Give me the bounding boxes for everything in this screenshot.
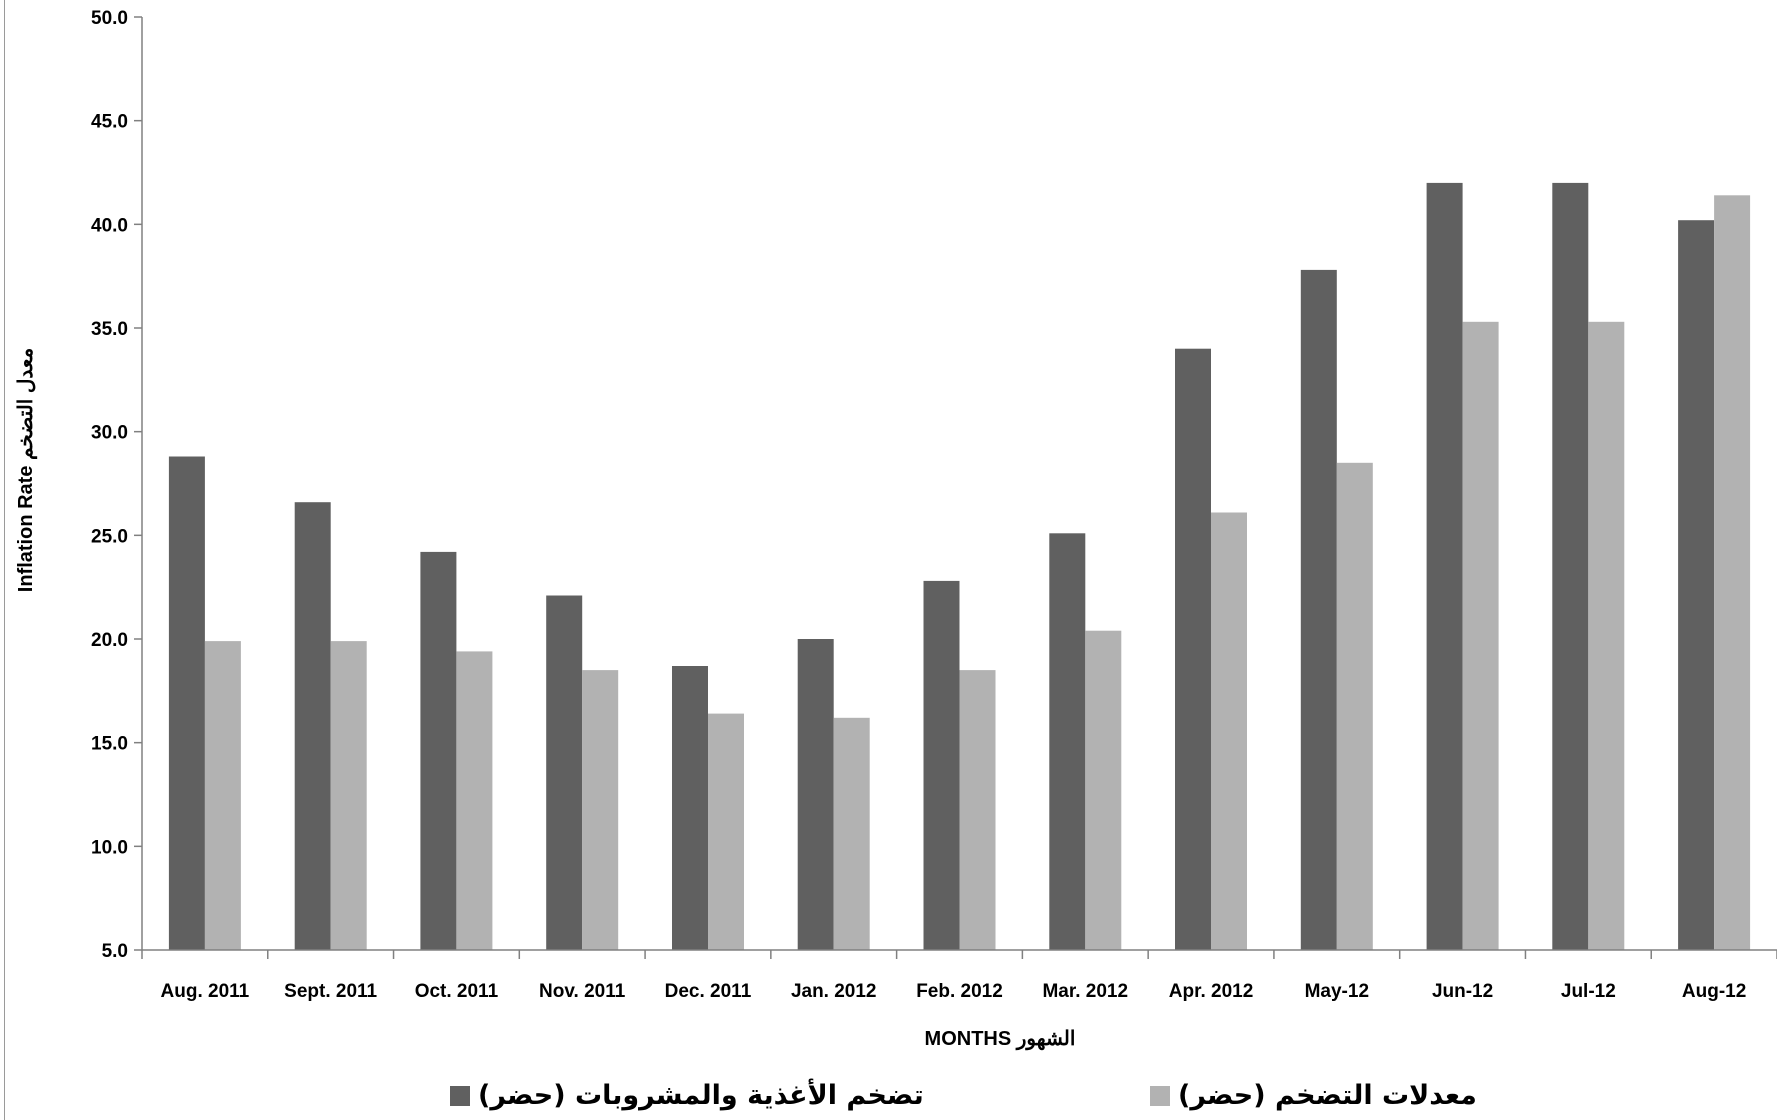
bar-food-5 [797, 639, 834, 950]
x-tick-label: Aug-12 [1682, 981, 1746, 1002]
bar-inflation-6 [959, 670, 996, 950]
frame-border [4, 0, 5, 1120]
y-tick-label: 15.0 [91, 734, 128, 755]
bar-food-6 [923, 580, 960, 950]
axes-layer [134, 16, 1777, 959]
legend-label-food: تضخم الأغذية والمشروبات (حضر) [478, 1080, 924, 1111]
bar-food-11 [1552, 182, 1589, 950]
bar-chart: 5.010.015.020.025.030.035.040.045.050.0 … [15, 8, 1777, 1051]
bar-inflation-4 [708, 713, 744, 950]
x-tick-label: Apr. 2012 [1169, 981, 1254, 1002]
legend-item-inflation-rate: معدلات التضخم (حضر) [1150, 1080, 1477, 1111]
legend-label-inflation: معدلات التضخم (حضر) [1178, 1080, 1477, 1111]
y-tick-label: 25.0 [91, 526, 128, 547]
x-tick-label: Nov. 2011 [539, 981, 626, 1002]
bar-food-9 [1300, 269, 1337, 950]
y-tick-label: 10.0 [91, 837, 128, 858]
bar-inflation-5 [833, 717, 870, 950]
bar-food-8 [1175, 348, 1211, 950]
bar-inflation-10 [1462, 321, 1499, 950]
x-tick-label: Aug. 2011 [161, 981, 250, 1002]
legend-swatch-inflation [1150, 1085, 1170, 1106]
x-tick-label: Mar. 2012 [1042, 981, 1128, 1002]
bar-food-4 [672, 666, 708, 950]
bar-food-1 [294, 502, 331, 950]
y-tick-label: 35.0 [91, 319, 128, 340]
legend: تضخم الأغذية والمشروبات (حضر) معدلات الت… [0, 1060, 1777, 1120]
x-tick-label: Oct. 2011 [415, 981, 499, 1002]
y-tick-label: 20.0 [91, 630, 128, 651]
bar-inflation-2 [456, 651, 493, 950]
bar-inflation-11 [1588, 321, 1625, 950]
y-tick-label: 40.0 [91, 215, 128, 236]
y-tick-labels: 5.0 10.0 15.0 20.0 25.0 30.0 35.0 40.0 45.0 50.0 [91, 8, 128, 962]
bar-food-3 [546, 595, 583, 950]
y-tick-label: 5.0 [102, 941, 128, 962]
bar-food-10 [1426, 182, 1463, 950]
bar-food-0 [168, 456, 205, 950]
x-axis-title: MONTHS الشهور [925, 1028, 1076, 1051]
x-tick-label: Dec. 2011 [665, 981, 752, 1002]
bar-inflation-12 [1714, 195, 1751, 951]
bar-inflation-8 [1211, 512, 1247, 950]
x-tick-label: Feb. 2012 [916, 981, 1003, 1002]
bar-inflation-3 [582, 670, 619, 950]
bar-inflation-7 [1085, 630, 1122, 950]
legend-item-food-inflation: تضخم الأغذية والمشروبات (حضر) [450, 1080, 924, 1111]
x-tick-label: Sept. 2011 [284, 981, 377, 1002]
y-tick-label: 50.0 [91, 8, 128, 29]
bars-layer [168, 182, 1751, 951]
bar-inflation-1 [330, 641, 367, 950]
x-tick-label: Jul-12 [1561, 981, 1616, 1002]
x-tick-labels: Aug. 2011 Sept. 2011 Oct. 2011 Nov. 2011 Dec… [161, 981, 1747, 1002]
bar-inflation-0 [204, 641, 241, 950]
bar-food-2 [420, 551, 457, 950]
y-axis-title: Inflation Rate معدل التضخم [15, 348, 38, 592]
x-tick-label: Jan. 2012 [791, 981, 877, 1002]
legend-swatch-food [450, 1085, 470, 1106]
x-tick-label: Jun-12 [1432, 981, 1493, 1002]
x-tick-label: May-12 [1305, 981, 1369, 1002]
y-tick-label: 45.0 [91, 112, 128, 133]
bar-food-7 [1049, 533, 1086, 950]
y-tick-label: 30.0 [91, 423, 128, 444]
bar-inflation-9 [1336, 462, 1373, 950]
bar-food-12 [1678, 220, 1715, 950]
